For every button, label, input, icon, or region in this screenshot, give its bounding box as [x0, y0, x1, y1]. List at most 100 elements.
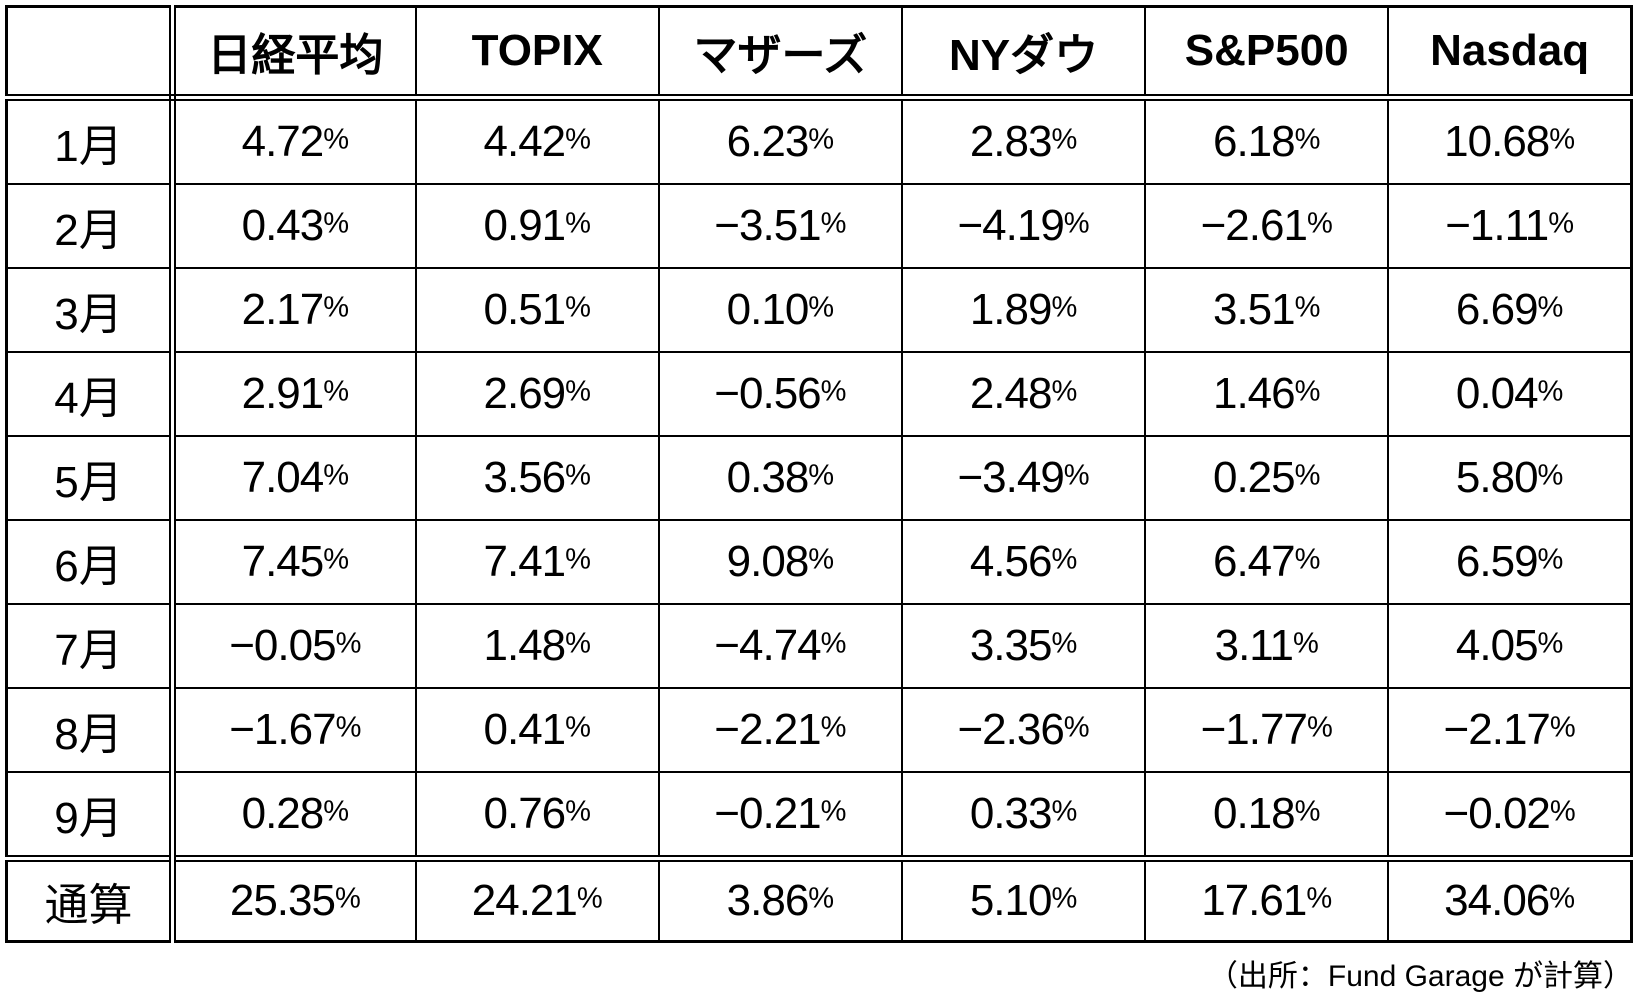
value-number: −1.67 — [229, 705, 336, 754]
value-cell: 0.91% — [414, 183, 660, 269]
percent-sign: % — [820, 627, 847, 660]
value-cell: −2.17% — [1387, 687, 1633, 773]
value-number: 6.47 — [1212, 537, 1296, 586]
percent-sign: % — [820, 711, 847, 744]
value-number: −0.02 — [1443, 789, 1551, 838]
value-cell: −0.56% — [657, 351, 903, 437]
value-number: 3.56 — [483, 453, 567, 502]
percent-sign: % — [1548, 207, 1575, 240]
percent-sign: % — [1294, 543, 1321, 576]
value-cell: 5.80% — [1387, 435, 1633, 521]
value-number: 6.69 — [1455, 285, 1539, 334]
value-number: −0.21 — [714, 789, 821, 838]
value-number: 9.08 — [726, 537, 810, 586]
percent-sign: % — [1051, 375, 1078, 408]
value-number: 0.28 — [241, 789, 325, 838]
value-number: 0.18 — [1212, 789, 1296, 838]
value-cell: 0.41% — [414, 687, 660, 773]
value-cell: 2.83% — [900, 96, 1147, 185]
percent-sign: % — [1549, 795, 1576, 828]
value-cell: −0.02% — [1387, 771, 1633, 860]
row-label: 7月 — [5, 603, 176, 689]
percent-sign: % — [820, 795, 847, 828]
value-cell: −0.05% — [171, 603, 417, 689]
percent-sign: % — [1549, 882, 1576, 915]
column-header: 日経平均 — [171, 5, 417, 101]
value-number: −2.17 — [1443, 705, 1551, 754]
value-cell: 5.10% — [900, 855, 1147, 943]
row-label: 8月 — [5, 687, 176, 773]
value-cell: −1.11% — [1387, 183, 1633, 269]
table-row: 8月 −1.67% 0.41% −2.21% −2.36% −1.77% −2.17% — [5, 687, 1633, 773]
table-body: 1月 4.72% 4.42% 6.23% 2.83% 6.18% 10.68% 2月 0.43%… — [5, 96, 1633, 943]
value-cell: 0.33% — [900, 771, 1147, 860]
value-cell: 4.05% — [1387, 603, 1633, 689]
table-row: 3月 2.17% 0.51% 0.10% 1.89% 3.51% 6.69% — [5, 267, 1633, 353]
value-number: 34.06 — [1444, 876, 1550, 925]
row-label: 1月 — [5, 96, 176, 185]
value-cell: −3.51% — [657, 183, 903, 269]
percent-sign: % — [323, 375, 350, 408]
value-number: 24.21 — [471, 876, 578, 925]
percent-sign: % — [1294, 375, 1321, 408]
value-cell: 0.18% — [1144, 771, 1390, 860]
table-row: 5月 7.04% 3.56% 0.38% −3.49% 0.25% 5.80% — [5, 435, 1633, 521]
percent-sign: % — [808, 882, 835, 915]
value-number: 0.38 — [726, 453, 810, 502]
value-number: −3.51 — [714, 201, 821, 250]
percent-sign: % — [1063, 207, 1090, 240]
percent-sign: % — [1549, 123, 1576, 156]
value-cell: 24.21% — [414, 855, 660, 943]
percent-sign: % — [565, 627, 591, 660]
value-cell: 0.25% — [1144, 435, 1390, 521]
value-number: 25.35 — [229, 876, 336, 925]
value-number: 5.80 — [1455, 453, 1539, 502]
percent-sign: % — [1051, 291, 1078, 324]
value-number: 4.56 — [969, 537, 1053, 586]
percent-sign: % — [565, 711, 591, 744]
value-number: 0.33 — [969, 789, 1053, 838]
value-cell: 6.47% — [1144, 519, 1390, 605]
table-row: 2月 0.43% 0.91% −3.51% −4.19% −2.61% −1.11% — [5, 183, 1633, 269]
percent-sign: % — [1306, 711, 1333, 744]
value-cell: 25.35% — [171, 855, 417, 943]
value-number: −2.61 — [1200, 201, 1308, 250]
percent-sign: % — [1537, 375, 1564, 408]
value-number: 1.46 — [1212, 369, 1296, 418]
value-number: −0.56 — [714, 369, 821, 418]
value-number: 0.51 — [483, 285, 567, 334]
value-number: 2.17 — [241, 285, 325, 334]
value-cell: −0.21% — [657, 771, 903, 860]
percent-sign: % — [1294, 459, 1321, 492]
value-cell: 6.69% — [1387, 267, 1633, 353]
table-row: 7月 −0.05% 1.48% −4.74% 3.35% 3.11% 4.05% — [5, 603, 1633, 689]
value-cell: 0.51% — [414, 267, 660, 353]
column-header: S&P500 — [1144, 5, 1390, 101]
value-cell: 3.51% — [1144, 267, 1390, 353]
row-label: 9月 — [5, 771, 176, 860]
table-row: 1月 4.72% 4.42% 6.23% 2.83% 6.18% 10.68% — [5, 96, 1633, 185]
value-number: 0.25 — [1212, 453, 1296, 502]
percent-sign: % — [1537, 543, 1564, 576]
row-label: 3月 — [5, 267, 176, 353]
value-number: 0.91 — [483, 201, 567, 250]
value-number: 7.45 — [241, 537, 325, 586]
value-number: −2.21 — [714, 705, 821, 754]
percent-sign: % — [323, 459, 350, 492]
value-cell: 7.04% — [171, 435, 417, 521]
value-number: 1.48 — [483, 621, 567, 670]
performance-table: 日経平均 TOPIX マザーズ NYダウ S&P500 Nasdaq 1月 4.72% 4.4… — [5, 5, 1633, 943]
value-number: 0.41 — [483, 705, 567, 754]
percent-sign: % — [565, 459, 591, 492]
value-cell: 10.68% — [1387, 96, 1633, 185]
value-cell: 2.69% — [414, 351, 660, 437]
corner-cell — [5, 5, 176, 101]
value-cell: 7.41% — [414, 519, 660, 605]
column-header: マザーズ — [657, 5, 903, 101]
value-number: 6.23 — [726, 117, 810, 166]
percent-sign: % — [335, 627, 362, 660]
row-label: 4月 — [5, 351, 176, 437]
value-number: −2.36 — [957, 705, 1064, 754]
value-cell: 17.61% — [1144, 855, 1390, 943]
